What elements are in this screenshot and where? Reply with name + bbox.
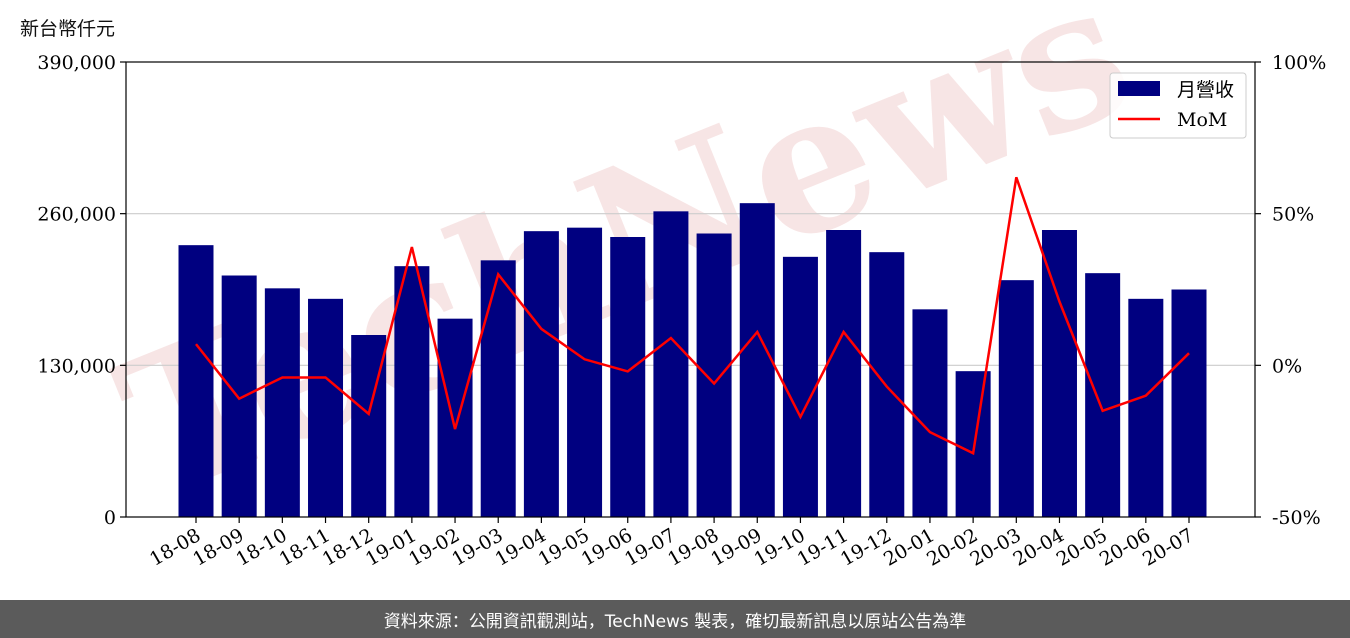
revenue-bar — [696, 233, 732, 517]
revenue-bar — [955, 371, 991, 517]
legend-line-label: MoM — [1177, 109, 1227, 131]
bar-series — [178, 203, 1207, 518]
mom-line-series — [195, 176, 1190, 456]
legend: 月營收 MoM — [1109, 72, 1247, 139]
revenue-bar — [221, 275, 257, 517]
revenue-chart: TechNews 0130,000260,000390,000-50%0%50%… — [37, 0, 1326, 571]
y-left-tick-label: 0 — [104, 507, 116, 529]
revenue-bar — [394, 266, 430, 517]
y-right-tick-label: 0% — [1272, 355, 1302, 377]
revenue-bar — [610, 237, 646, 517]
x-tick-label: 20-07 — [1139, 524, 1197, 570]
revenue-bar — [826, 230, 862, 517]
legend-bar-label: 月營收 — [1177, 79, 1234, 101]
plot-frame — [125, 61, 1256, 518]
y-left-tick-label: 130,000 — [37, 355, 116, 377]
revenue-bar — [437, 318, 473, 517]
y-axis-unit-label: 新台幣仟元 — [20, 18, 116, 40]
source-footer: 資料來源：公開資訊觀測站，TechNews 製表，確切最新訊息以原站公告為準 — [0, 600, 1350, 638]
revenue-bar — [912, 309, 948, 517]
revenue-bar — [1085, 273, 1121, 517]
revenue-bar — [178, 245, 214, 517]
revenue-bar — [264, 288, 300, 517]
y-left-tick-label: 260,000 — [37, 204, 116, 226]
revenue-bar — [1171, 289, 1207, 517]
mom-line — [195, 176, 1190, 456]
revenue-bar — [1041, 230, 1077, 517]
y-right-tick-label: -50% — [1272, 507, 1321, 529]
revenue-bar — [739, 203, 775, 517]
revenue-bar — [480, 260, 516, 517]
legend-bar-swatch — [1118, 81, 1160, 96]
y-right-tick-label: 100% — [1272, 52, 1326, 74]
revenue-bar — [308, 298, 344, 517]
revenue-bar — [523, 231, 559, 517]
y-left-tick-label: 390,000 — [37, 52, 116, 74]
revenue-bar — [567, 227, 603, 517]
footer-text: 資料來源：公開資訊觀測站，TechNews 製表，確切最新訊息以原站公告為準 — [383, 611, 967, 632]
revenue-bar — [653, 211, 689, 518]
y-right-tick-label: 50% — [1272, 204, 1314, 226]
revenue-bar — [998, 280, 1034, 517]
revenue-bar — [782, 256, 818, 517]
revenue-bar — [1128, 298, 1164, 517]
